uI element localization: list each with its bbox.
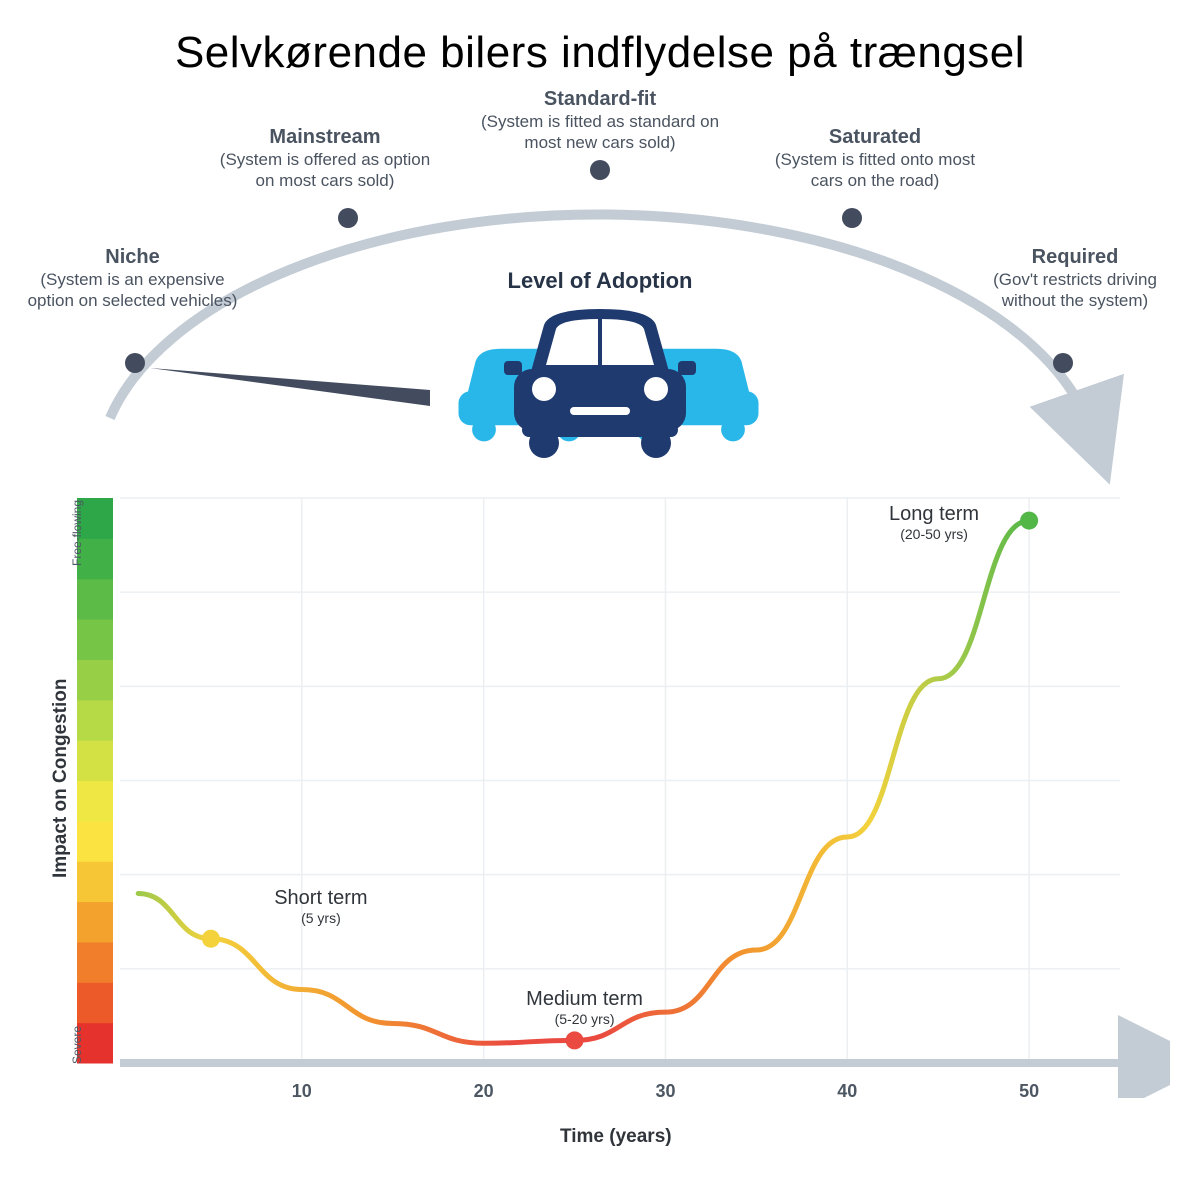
page-title: Selvkørende bilers indflydelse på trængs… <box>0 0 1200 78</box>
x-tick: 10 <box>272 1081 332 1102</box>
y-scale-top-label: Free-flowing <box>70 500 84 566</box>
adoption-center-title: Level of Adoption <box>500 268 700 294</box>
y-scale-bottom-label: Severe <box>70 1026 84 1064</box>
x-tick: 50 <box>999 1081 1059 1102</box>
x-tick: 30 <box>635 1081 695 1102</box>
term-label: Long term(20-50 yrs) <box>859 503 1009 542</box>
car-icon-cluster <box>440 298 760 468</box>
infographic-stage: Niche (System is an expensive option on … <box>0 78 1200 1198</box>
x-tick: 40 <box>817 1081 877 1102</box>
adopt-stage-standard: Standard-fit (System is fitted as standa… <box>480 88 720 154</box>
y-axis-label: Impact on Congestion <box>50 679 72 879</box>
x-tick: 20 <box>454 1081 514 1102</box>
adopt-stage-saturated: Saturated (System is fitted onto most ca… <box>760 126 990 192</box>
adopt-stage-mainstream: Mainstream (System is offered as option … <box>210 126 440 192</box>
term-label: Medium term(5-20 yrs) <box>505 988 665 1027</box>
term-label: Short term(5 yrs) <box>251 887 391 926</box>
x-axis-label: Time (years) <box>560 1126 672 1148</box>
adopt-stage-niche: Niche (System is an expensive option on … <box>20 246 245 312</box>
adopt-stage-required: Required (Gov't restricts driving withou… <box>970 246 1180 312</box>
y-color-scale <box>74 498 116 1068</box>
